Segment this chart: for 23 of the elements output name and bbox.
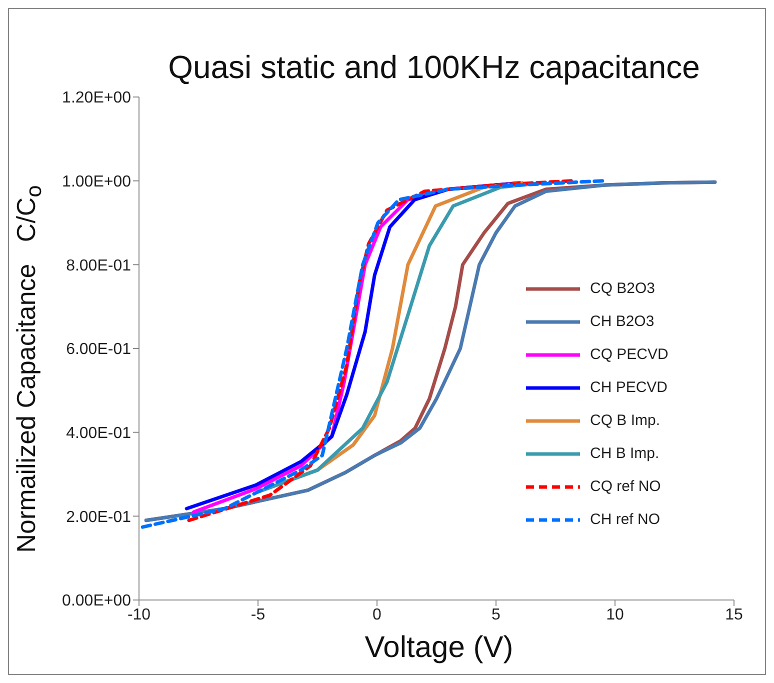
legend-label: CH B Imp.: [590, 445, 660, 462]
x-axis-title: Voltage (V): [364, 631, 514, 665]
x-tick-label: 10: [606, 606, 624, 624]
y-tick-label: 6.00E-01: [66, 341, 132, 358]
line-series: [187, 179, 574, 522]
y-tick-label: 1.00E+00: [62, 174, 132, 191]
line-series: [144, 180, 717, 522]
x-tick-label: 5: [492, 606, 501, 624]
x-tick-label: 15: [725, 606, 743, 624]
y-tick-label: 2.00E-01: [66, 508, 132, 526]
y-tick-label: 4.00E-01: [66, 425, 132, 442]
legend-label: CH B2O3: [590, 313, 654, 330]
y-tick-label: 1.20E+00: [62, 90, 132, 107]
legend-label: CQ PECVD: [590, 346, 668, 363]
x-tick-label: -5: [250, 606, 266, 624]
legend-label: CH ref NO: [590, 511, 660, 528]
legend-label: CQ B Imp.: [590, 412, 660, 429]
legend-label: CH PECVD: [590, 379, 668, 396]
legend-label: CQ B2O3: [590, 280, 656, 297]
chart-title: Quasi static and 100KHz capacitance: [167, 49, 701, 86]
x-tick-label: 0: [372, 606, 382, 624]
y-tick-label: 8.00E-01: [66, 257, 132, 274]
legend-label: CQ ref NO: [590, 478, 661, 495]
